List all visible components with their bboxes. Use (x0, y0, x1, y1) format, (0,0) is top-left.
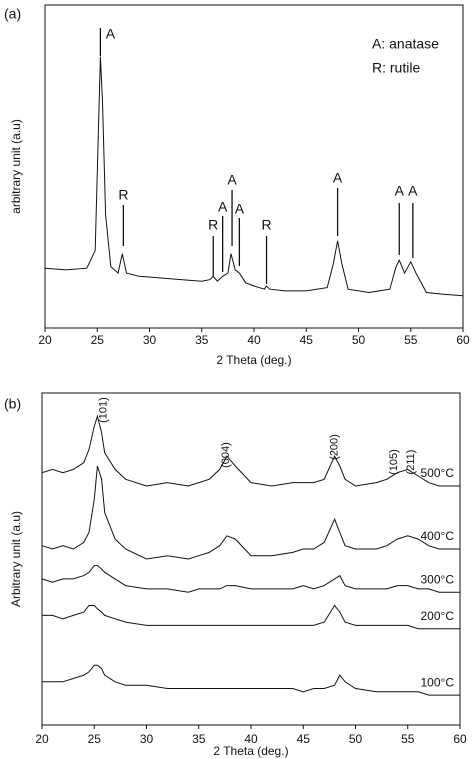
peak-label: A (235, 201, 245, 217)
series-label: 500°C (421, 466, 455, 480)
peak-label: A (227, 172, 237, 188)
legend-note: R: rutile (372, 60, 420, 76)
peak-label: (105) (388, 449, 400, 475)
x-tick-label: 40 (247, 333, 261, 347)
x-tick-label: 45 (297, 732, 311, 746)
x-tick-label: 60 (453, 732, 467, 746)
x-tick-label: 50 (352, 333, 366, 347)
x-tick-label: 55 (404, 333, 418, 347)
peak-label: (004) (220, 442, 232, 468)
peak-label: (200) (329, 434, 341, 460)
xrd-line (41, 565, 460, 593)
series-label: 100°C (421, 675, 455, 689)
xrd-line (41, 465, 460, 560)
x-tick-label: 25 (88, 732, 102, 746)
series-label: 300°C (421, 572, 455, 586)
x-tick-label: 25 (91, 333, 105, 347)
x-axis-label: 2 Theta (deg.) (213, 744, 288, 758)
x-tick-label: 20 (38, 333, 52, 347)
x-tick-label: 35 (195, 333, 209, 347)
x-tick-label: 55 (401, 732, 415, 746)
xrd-line (42, 664, 460, 696)
peak-label: A (106, 26, 116, 42)
series-label: 400°C (421, 529, 455, 543)
x-tick-label: 35 (192, 732, 206, 746)
x-tick-label: 60 (456, 333, 470, 347)
x-tick-label: 30 (143, 333, 157, 347)
xrd-line (41, 414, 460, 487)
y-axis-label: arbitrary unit (a.u) (9, 119, 23, 214)
x-tick-label: 40 (244, 732, 258, 746)
panel-label: (a) (4, 6, 21, 22)
panel-label: (b) (4, 396, 21, 412)
peak-label: A (408, 183, 418, 199)
x-tick-label: 50 (349, 732, 363, 746)
x-tick-label: 45 (300, 333, 314, 347)
peak-label: R (261, 217, 271, 233)
series-label: 200°C (421, 609, 455, 623)
legend-note: A: anatase (372, 36, 439, 52)
peak-label: (211) (405, 450, 417, 475)
x-tick-label: 30 (140, 732, 154, 746)
y-axis-label: Arbitrary unit (a.u) (9, 511, 23, 607)
x-axis-label: 2 Theta (deg.) (216, 353, 291, 367)
xrd-line (44, 56, 464, 297)
peak-label: A (395, 183, 405, 199)
peak-label: R (118, 187, 128, 203)
peak-label: A (333, 170, 343, 186)
peak-label: A (218, 199, 228, 215)
xrd-line (42, 604, 460, 630)
peak-label: (101) (98, 397, 110, 423)
plot-frame (44, 4, 464, 329)
x-tick-label: 20 (35, 732, 49, 746)
peak-label: R (208, 217, 218, 233)
